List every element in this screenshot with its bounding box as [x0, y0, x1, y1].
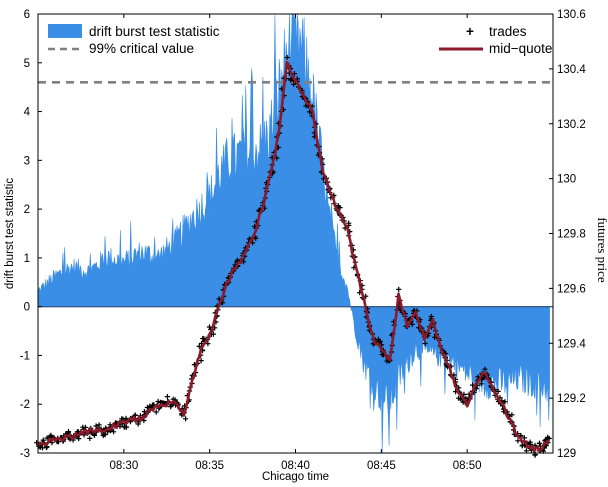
x-tick-label: 08:30: [109, 460, 138, 472]
y-tick-label-left: 1: [24, 253, 30, 265]
y-tick-label-right: 130.2: [557, 119, 586, 131]
x-tick-label: 08:40: [281, 460, 310, 472]
x-tick-label: 08:45: [367, 460, 396, 472]
legend-left: drift burst test statistic 99% critical …: [48, 24, 220, 56]
y-tick-label-left: -1: [20, 350, 30, 362]
y-tick-label-left: 3: [24, 155, 30, 167]
x-tick-label: 08:50: [453, 460, 482, 472]
legend-label-midquote: mid−quote: [489, 41, 552, 56]
y-axis-label-left: drift burst test statistic: [4, 178, 16, 289]
y-tick-label-left: 0: [24, 302, 30, 314]
y-tick-label-right: 130.4: [557, 64, 586, 76]
y-tick-label-left: -2: [20, 399, 30, 411]
statistic-area-group: [37, 13, 550, 454]
x-axis-label: Chicago time: [262, 471, 329, 483]
y-tick-label-left: -3: [20, 448, 30, 460]
y-tick-label-right: 130: [557, 174, 576, 186]
y-tick-label-right: 129.4: [557, 338, 586, 350]
legend-right: + trades mid−quote: [439, 24, 552, 56]
y-tick-label-right: 129: [557, 448, 576, 460]
axes-group: -3 -2 -1 0 1 2 3 4 5 6 129 129.2 129.4 129.6 129.8 130 1…: [20, 9, 587, 472]
y-tick-label-left: 4: [24, 107, 31, 119]
legend-swatch-statistic: [48, 24, 82, 38]
y-tick-label-right: 129.6: [557, 283, 586, 295]
legend-swatch-trades: +: [466, 24, 474, 39]
y-tick-label-left: 5: [24, 58, 30, 70]
y-tick-label-right: 129.2: [557, 393, 586, 405]
legend-label-statistic: drift burst test statistic: [89, 24, 220, 39]
y-tick-label-left: 6: [24, 9, 30, 21]
midquote-line: [36, 60, 551, 453]
y-axis-label-right: futures price: [595, 217, 608, 283]
legend-label-trades: trades: [489, 24, 527, 39]
x-tick-label: 08:35: [195, 460, 224, 472]
price-series-group: [34, 54, 552, 458]
statistic-area: [37, 13, 550, 454]
y-tick-label-left: 2: [24, 204, 30, 216]
y-tick-label-right: 129.8: [557, 229, 586, 241]
legend-label-critical: 99% critical value: [89, 41, 194, 56]
y-tick-label-right: 130.6: [557, 9, 586, 21]
